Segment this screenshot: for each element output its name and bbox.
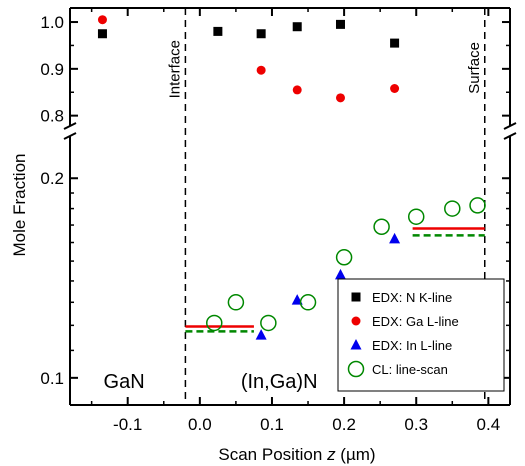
data-point-square <box>256 29 266 39</box>
axis-break-mark-right <box>503 122 517 130</box>
data-point-open-circle <box>335 249 353 266</box>
legend-label: CL: line-scan <box>372 362 448 377</box>
data-point-open-circle <box>407 208 425 225</box>
data-point-triangle <box>389 232 401 244</box>
plot-area: -0.1 0.0 0.1 0.2 0.3 0.4 0.8 0.9 1.0 0.1 0.2 Interf… <box>40 7 517 434</box>
data-point-circle <box>335 93 345 103</box>
data-point-open-circle <box>444 200 461 217</box>
data-point-square <box>97 29 107 39</box>
data-point-square <box>213 26 223 36</box>
data-point-open-circle <box>469 197 486 214</box>
data-point-circle <box>256 65 266 75</box>
data-point-circle <box>390 83 400 93</box>
x-axis-title: Scan Position z (µm) <box>218 445 375 464</box>
legend-marker <box>351 292 361 302</box>
vertical-line-label: Surface <box>466 42 483 94</box>
vertical-line-label: Interface <box>166 40 183 98</box>
axis-break-mark-left <box>63 132 77 140</box>
legend-marker <box>351 316 361 326</box>
x-axis-title-unit: (µm) <box>336 445 376 464</box>
x-tick-label: 0.1 <box>260 415 284 434</box>
x-axis-title-var: z <box>326 445 336 464</box>
data-point-square <box>390 38 400 48</box>
y-tick-label: 1.0 <box>40 13 64 32</box>
data-point-open-circle <box>373 218 390 235</box>
x-tick-label: -0.1 <box>113 415 142 434</box>
y-tick-label: 0.9 <box>40 60 64 79</box>
data-point-triangle <box>255 329 267 340</box>
data-point-open-circle <box>227 294 245 311</box>
region-label: (In,Ga)N <box>241 371 318 393</box>
y-axis-title: Mole Fraction <box>10 154 29 257</box>
legend-marker <box>347 360 365 378</box>
legend-box <box>337 278 505 392</box>
x-tick-label: 0.0 <box>188 415 212 434</box>
x-tick-label: 0.3 <box>404 415 428 434</box>
region-label: GaN <box>104 371 145 393</box>
legend-label: EDX: N K-line <box>372 290 452 305</box>
y-tick-label: 0.1 <box>40 369 64 388</box>
legend-marker <box>350 339 362 350</box>
x-tick-label: 0.4 <box>477 415 501 434</box>
data-point-circle <box>292 85 302 95</box>
y-tick-label: 0.8 <box>40 107 64 126</box>
data-point-open-circle <box>260 314 277 332</box>
data-point-square <box>335 19 345 29</box>
y-tick-label: 0.2 <box>40 169 64 188</box>
data-point-triangle <box>334 268 346 280</box>
legend-label: EDX: In L-line <box>372 338 452 353</box>
axis-break-mark-left <box>63 122 77 130</box>
x-axis-title-prefix: Scan Position <box>218 445 327 464</box>
data-point-circle <box>97 15 107 25</box>
legend-label: EDX: Ga L-line <box>372 314 459 329</box>
data-point-open-circle <box>299 294 317 311</box>
axis-break-mark-right <box>503 132 517 140</box>
x-tick-label: 0.2 <box>332 415 356 434</box>
data-point-open-circle <box>206 314 223 332</box>
data-point-square <box>292 22 302 32</box>
